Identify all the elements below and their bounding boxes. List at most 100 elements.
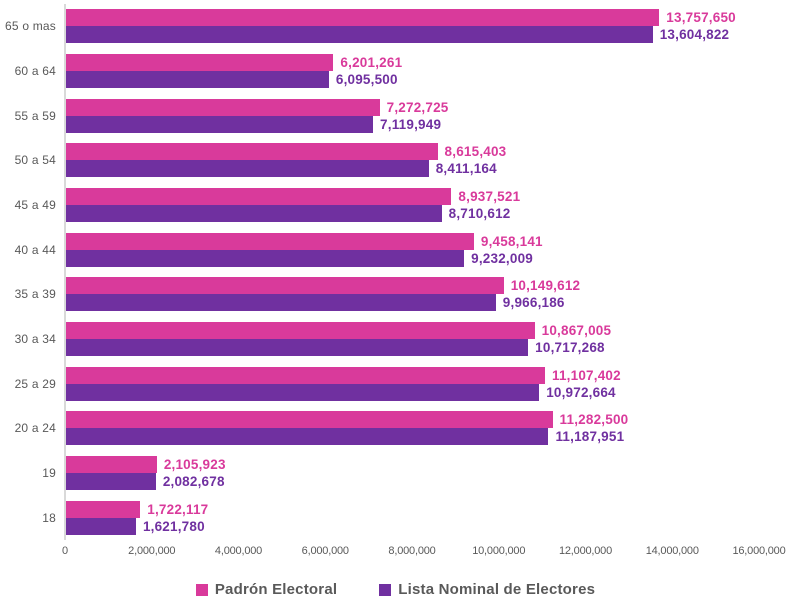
x-axis-tick-label: 16,000,000 <box>732 545 786 557</box>
value-label: 11,187,951 <box>555 429 625 445</box>
bar-zone: 10,867,005 10,717,268 <box>64 316 791 362</box>
bar-line: 11,187,951 <box>66 428 756 446</box>
bar-lista-nominal <box>66 160 429 178</box>
value-label: 6,201,261 <box>340 55 403 70</box>
bar-line: 9,458,141 <box>66 232 756 250</box>
bar-lista-nominal <box>66 339 529 357</box>
bar-line: 2,105,923 <box>66 456 756 474</box>
category-label: 60 a 64 <box>14 64 56 78</box>
bar-group: 18 1,722,117 1,621,780 <box>0 495 791 541</box>
bar-padron-electoral <box>66 322 535 340</box>
bar-lista-nominal <box>66 473 156 491</box>
bar-zone: 7,272,725 7,119,949 <box>64 93 791 139</box>
bar-line: 8,615,403 <box>66 143 756 161</box>
bar-group: 65 o mas 13,757,650 13,604,822 <box>0 4 791 49</box>
x-axis-tick-label: 4,000,000 <box>214 545 263 557</box>
bar-padron-electoral <box>66 411 553 429</box>
legend-label: Lista Nominal de Electores <box>398 581 596 598</box>
bar-lista-nominal <box>66 249 465 267</box>
value-label: 8,411,164 <box>435 161 497 177</box>
value-label: 7,119,949 <box>380 116 442 132</box>
bar-zone: 6,201,261 6,095,500 <box>64 48 791 94</box>
value-label: 10,717,268 <box>535 340 605 356</box>
bar-group: 30 a 34 10,867,005 10,717,268 <box>0 316 791 362</box>
bar-lista-nominal <box>66 26 653 44</box>
bar-line: 7,272,725 <box>66 98 756 116</box>
bar-line: 6,095,500 <box>66 71 756 88</box>
value-label: 10,972,664 <box>546 384 616 400</box>
value-label: 9,232,009 <box>471 250 533 266</box>
category-label: 18 <box>42 510 56 525</box>
category-label: 20 a 24 <box>14 421 56 436</box>
value-label: 7,272,725 <box>386 99 449 115</box>
legend-swatch-icon <box>379 583 392 596</box>
bar-lista-nominal <box>66 115 374 133</box>
bar-zone: 13,757,650 13,604,822 <box>64 4 791 49</box>
x-axis-tick-label: 0 <box>62 545 68 557</box>
plot-area: 65 o mas 13,757,650 13,604,822 60 a 64 6,201… <box>0 4 791 541</box>
value-label: 2,082,678 <box>162 474 225 490</box>
bar-group: 45 a 49 8,937,521 8,710,612 <box>0 182 791 228</box>
value-label: 11,282,500 <box>559 412 629 428</box>
x-axis-tick-label: 8,000,000 <box>388 545 436 557</box>
bar-zone: 2,105,923 2,082,678 <box>64 450 791 496</box>
bar-group: 25 a 29 11,107,402 10,972,664 <box>0 361 791 407</box>
bar-zone: 8,937,521 8,710,612 <box>64 182 791 228</box>
value-label: 10,149,612 <box>510 278 581 294</box>
category-label: 50 a 54 <box>14 153 56 168</box>
bar-group: 40 a 44 9,458,141 9,232,009 <box>0 227 791 273</box>
value-label: 10,867,005 <box>541 323 612 339</box>
bar-padron-electoral <box>66 188 452 206</box>
bar-line: 10,149,612 <box>66 277 756 295</box>
bar-line: 13,757,650 <box>66 9 756 27</box>
value-label: 1,722,117 <box>147 501 209 517</box>
category-label: 45 a 49 <box>14 198 56 213</box>
bar-zone: 11,107,402 10,972,664 <box>64 361 791 407</box>
x-axis-tick-label: 10,000,000 <box>472 545 526 557</box>
bar-lista-nominal <box>66 205 442 223</box>
x-axis-tick-label: 6,000,000 <box>301 545 349 557</box>
value-label: 8,937,521 <box>458 189 521 205</box>
bar-line: 8,411,164 <box>66 160 756 178</box>
category-label: 40 a 44 <box>14 242 56 257</box>
category-label: 30 a 34 <box>14 332 56 347</box>
bar-group: 60 a 64 6,201,261 6,095,500 <box>0 48 791 94</box>
bar-zone: 8,615,403 8,411,164 <box>64 138 791 183</box>
value-label: 6,095,500 <box>335 72 398 87</box>
bar-lista-nominal <box>66 383 540 401</box>
x-axis-tick-label: 14,000,000 <box>645 545 699 557</box>
bar-padron-electoral <box>66 143 438 161</box>
value-label: 9,458,141 <box>480 233 543 249</box>
bar-line: 1,722,117 <box>66 500 756 518</box>
x-axis-tick-label: 2,000,000 <box>128 545 176 557</box>
bar-line: 6,201,261 <box>66 54 756 71</box>
value-label: 11,107,402 <box>552 367 621 383</box>
value-label: 13,604,822 <box>659 27 730 43</box>
bar-group: 20 a 24 11,282,500 11,187,951 <box>0 406 791 451</box>
bar-line: 10,972,664 <box>66 383 756 401</box>
bar-line: 7,119,949 <box>66 115 756 133</box>
bar-padron-electoral <box>66 98 380 116</box>
bar-line: 11,107,402 <box>66 366 756 384</box>
bar-line: 10,867,005 <box>66 322 756 340</box>
category-label: 65 o mas <box>5 19 56 34</box>
bar-padron-electoral <box>66 456 157 474</box>
bar-line: 13,604,822 <box>66 26 756 44</box>
category-label: 19 <box>42 466 56 481</box>
bar-line: 8,710,612 <box>66 205 756 223</box>
bar-line: 2,082,678 <box>66 473 756 491</box>
legend: Padrón Electoral Lista Nominal de Elector… <box>0 581 791 598</box>
bar-zone: 11,282,500 11,187,951 <box>64 406 791 451</box>
value-label: 2,105,923 <box>163 457 226 473</box>
value-label: 9,966,186 <box>502 295 565 311</box>
bar-padron-electoral <box>66 9 660 27</box>
bar-line: 1,621,780 <box>66 517 756 535</box>
legend-label: Padrón Electoral <box>214 581 338 598</box>
value-label: 1,621,780 <box>142 518 205 534</box>
bar-padron-electoral <box>66 366 545 384</box>
bar-line: 11,282,500 <box>66 411 756 429</box>
category-label: 55 a 59 <box>14 108 56 123</box>
legend-swatch-icon <box>195 583 208 596</box>
bar-line: 9,232,009 <box>66 249 756 267</box>
